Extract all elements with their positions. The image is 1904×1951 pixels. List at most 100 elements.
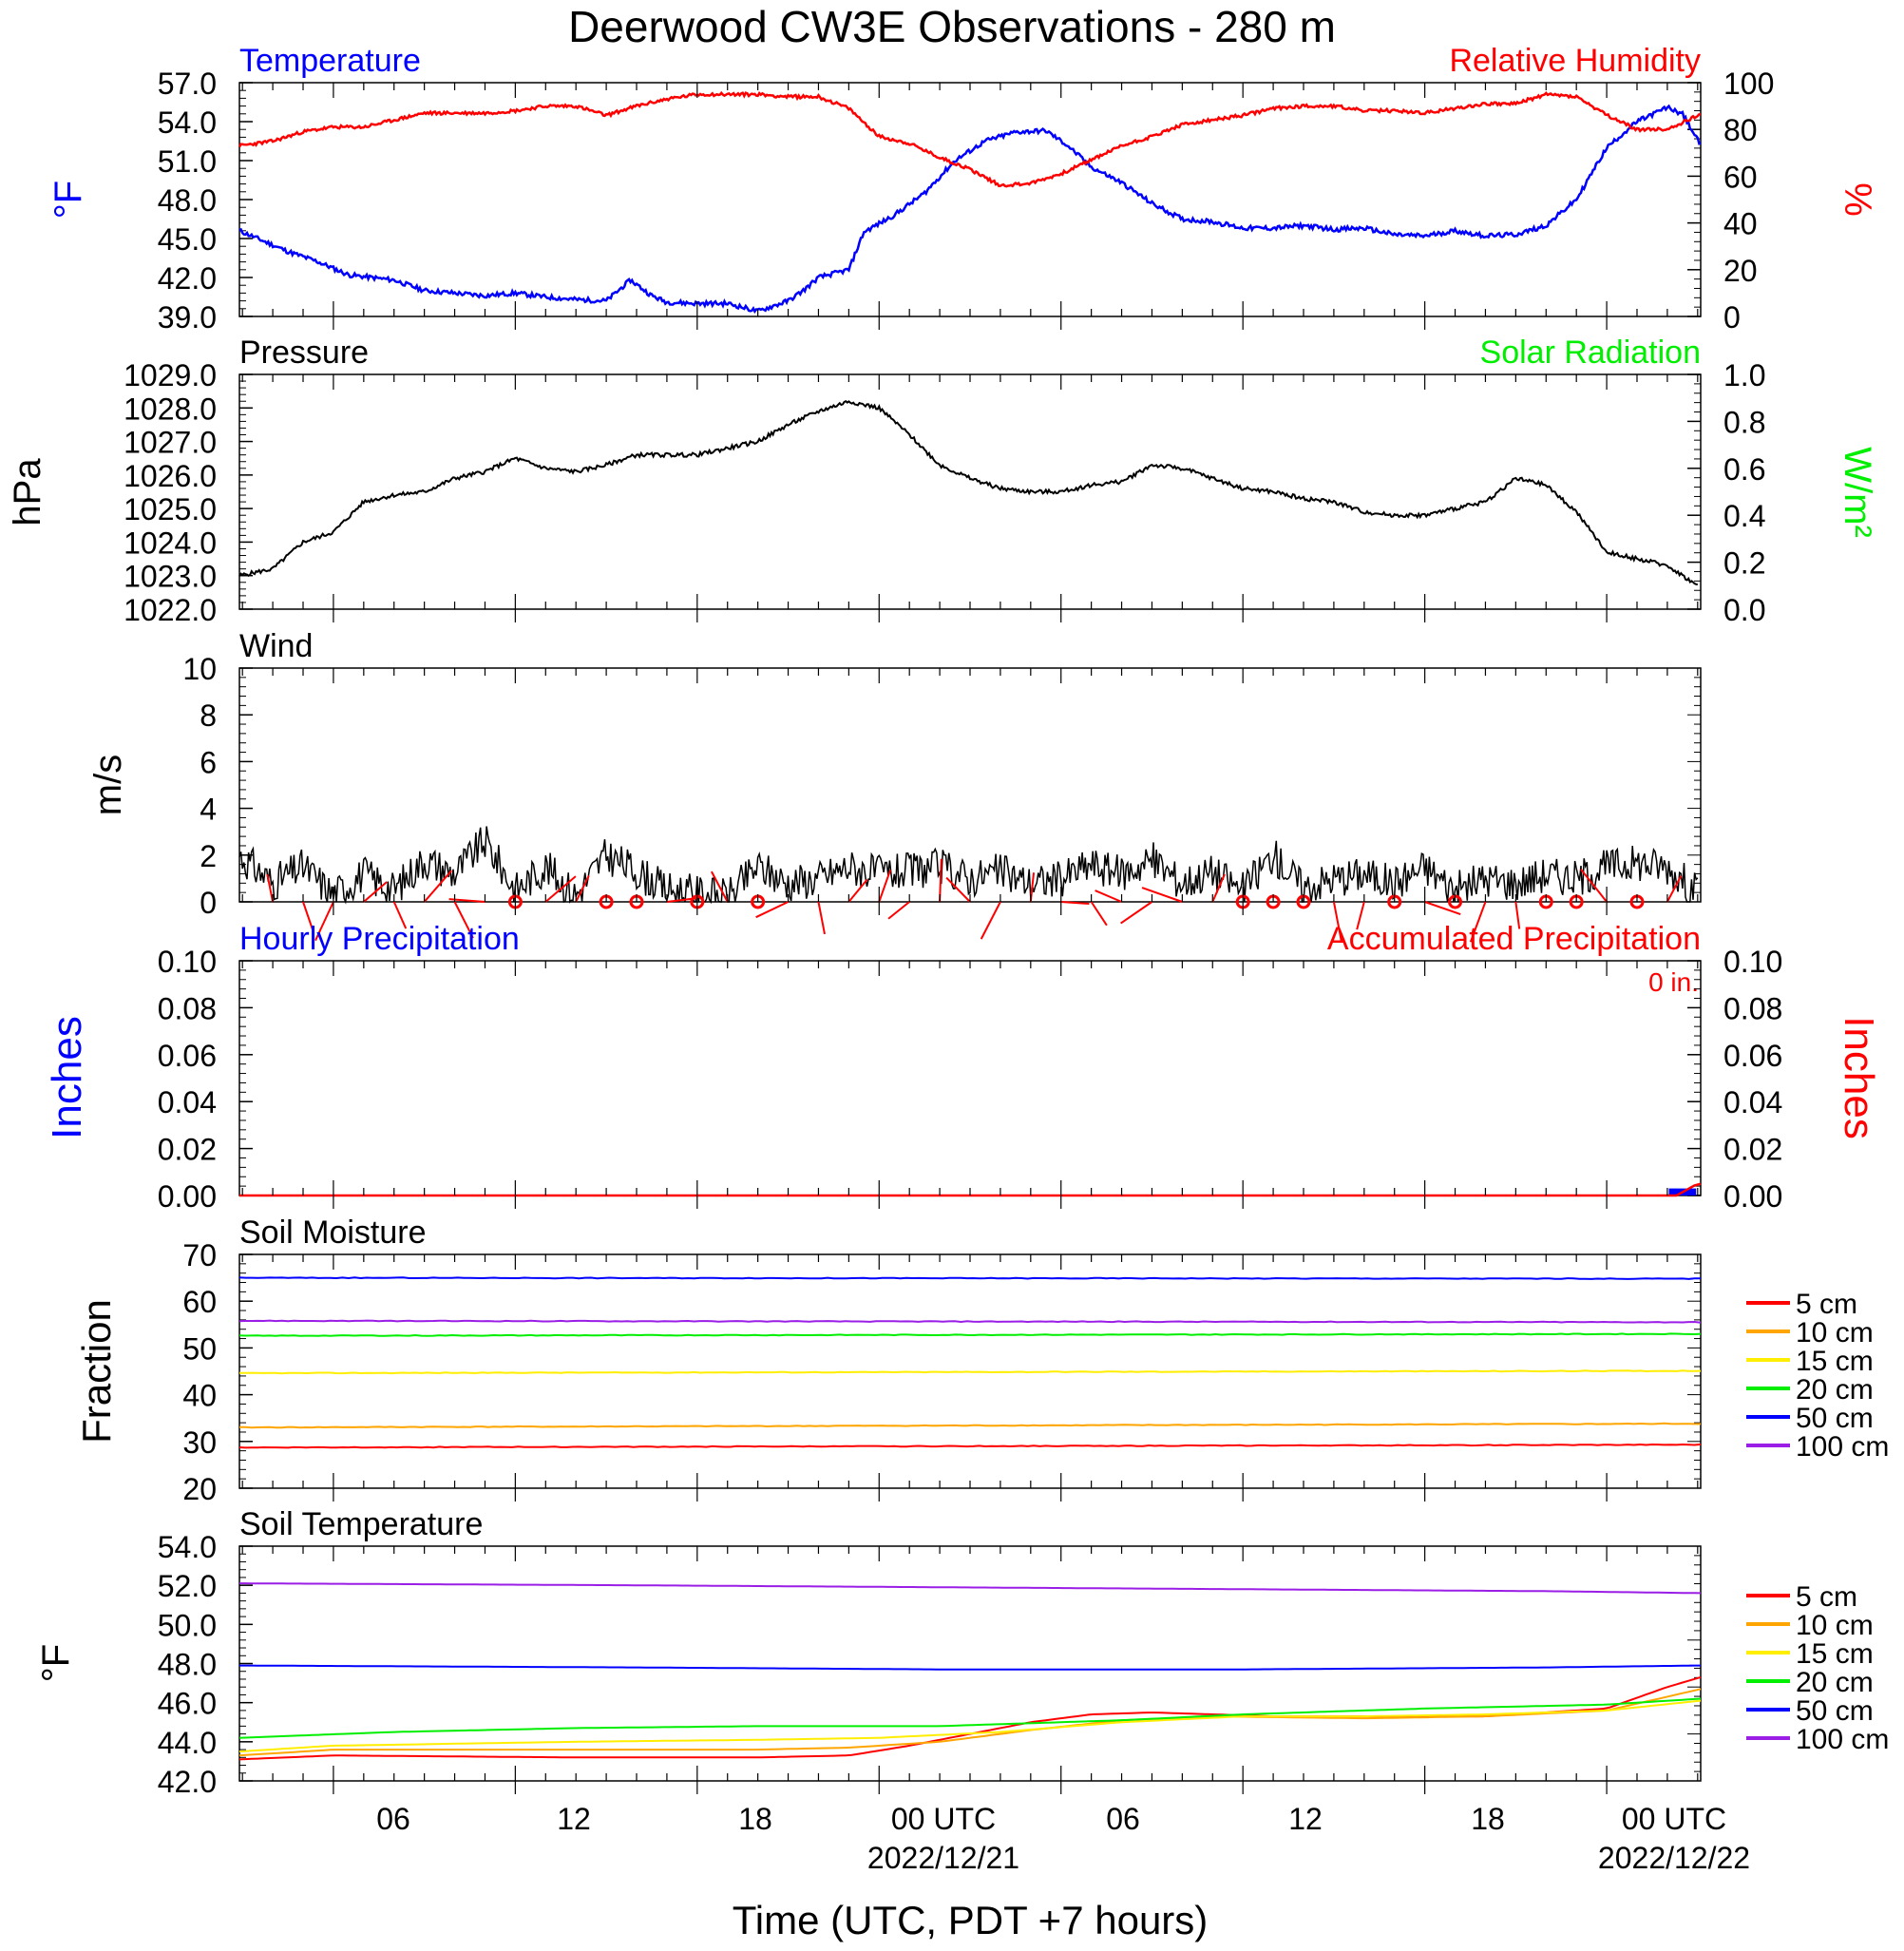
y-tick-label: 30	[182, 1425, 217, 1460]
solar-tick-labels: 1.0 0.8 0.6 0.4 0.2 0.0	[1687, 358, 1765, 627]
y-tick-label: 0.0	[1723, 593, 1765, 627]
legend-label: 100 cm	[1796, 1431, 1889, 1463]
wind-barb	[1095, 889, 1122, 903]
y-tick-label: 48.0	[158, 1648, 217, 1682]
y-tick-label: 54.0	[158, 105, 217, 140]
x-date-label: 2022/12/22	[1598, 1841, 1750, 1875]
panel-frame	[238, 1545, 1702, 1782]
accum-precip-tick-labels: 0.10 0.08 0.06 0.04 0.02 0.00	[1687, 945, 1782, 1214]
y-tick-label: 2	[200, 839, 217, 873]
humidity-unit-label: %	[1837, 182, 1878, 217]
wind-barb	[887, 901, 910, 920]
hourly-precip-tick-labels: 0.10 0.08 0.06 0.04 0.02 0.00	[158, 945, 253, 1214]
soil-temperature-line	[238, 1697, 1702, 1739]
y-tick-label: 0.08	[1723, 991, 1782, 1025]
wind-barb	[980, 901, 1001, 940]
wind-barb	[1469, 901, 1487, 943]
y-tick-label: 46.0	[158, 1687, 217, 1721]
x-tick-label: 06	[1106, 1802, 1140, 1836]
temperature-tick-labels: 57.0 54.0 51.0 48.0 45.0 42.0 39.0	[158, 67, 253, 335]
y-tick-label: 1027.0	[124, 426, 217, 460]
y-tick-label: 42.0	[158, 261, 217, 296]
wind-barb	[314, 901, 334, 942]
panel-frame	[238, 960, 1702, 1196]
wind-barb	[1424, 901, 1461, 915]
wind-barb	[1666, 875, 1683, 903]
y-tick-label: 0.00	[1723, 1179, 1782, 1214]
y-tick-label: 40	[1723, 207, 1758, 241]
y-tick-label: 0.10	[1723, 945, 1782, 979]
x-tick-label: 12	[557, 1802, 591, 1836]
soil-temperature-title: Soil Temperature	[239, 1506, 483, 1542]
wind-barb	[302, 901, 314, 932]
wind-barb	[453, 901, 474, 939]
y-tick-label: 0.2	[1723, 546, 1765, 581]
y-tick-label: 0.4	[1723, 499, 1765, 533]
soil-temperature-line	[238, 1675, 1702, 1761]
accum-precip-unit-label: Inches	[1836, 1016, 1882, 1139]
panel-frame	[238, 82, 1702, 317]
soil-moisture-title: Soil Moisture	[239, 1215, 427, 1251]
y-tick-label: 10	[182, 652, 217, 686]
legend-label: 100 cm	[1796, 1724, 1889, 1755]
y-tick-label: 0.00	[158, 1179, 217, 1214]
wind-barb	[392, 901, 408, 929]
wind-barb	[575, 875, 590, 903]
wind-barb	[755, 901, 789, 919]
y-tick-label: 100	[1723, 67, 1774, 101]
soil-moisture-lines	[238, 1253, 1702, 1489]
y-tick-label: 60	[182, 1285, 217, 1319]
y-tick-label: 0.06	[158, 1039, 217, 1073]
y-tick-label: 1026.0	[124, 459, 217, 493]
x-tick-label: 00 UTC	[891, 1802, 996, 1836]
y-tick-label: 45.0	[158, 222, 217, 257]
pressure-title: Pressure	[239, 335, 369, 371]
y-tick-label: 0.08	[158, 991, 217, 1025]
y-tick-label: 0	[200, 886, 217, 920]
y-tick-label: 40	[182, 1379, 217, 1413]
soil-temperature-line	[238, 1688, 1702, 1757]
y-tick-label: 4	[200, 793, 217, 827]
pressure-tick-labels: 1029.01028.01027.01026.01025.01024.01023…	[124, 358, 253, 627]
y-tick-label: 20	[1723, 254, 1758, 288]
solar-unit-label: W/m²	[1837, 447, 1878, 538]
y-tick-label: 1.0	[1723, 358, 1765, 392]
panel-soil-temperature: Soil Temperature °F 54.0 52.0 50.0 48.0 46.0…	[35, 1506, 1889, 1799]
soil-moisture-line	[239, 1369, 1702, 1375]
wind-barb	[1211, 873, 1226, 903]
soil-temperature-unit-label: °F	[35, 1644, 77, 1682]
temperature-unit-label: °F	[48, 181, 89, 219]
temperature-humidity-lines	[238, 90, 1702, 315]
wind-title: Wind	[239, 628, 313, 664]
legend-label: 10 cm	[1796, 1610, 1874, 1641]
x-axis-label: Time (UTC, PDT +7 hours)	[733, 1898, 1209, 1942]
wind-barb	[1356, 901, 1365, 930]
soil-temperature-line	[238, 1699, 1702, 1753]
y-tick-label: 1022.0	[124, 593, 217, 627]
soil-moisture-line	[238, 1332, 1702, 1337]
wind-barb	[1514, 901, 1521, 929]
y-tick-label: 54.0	[158, 1530, 217, 1564]
legend-label: 50 cm	[1796, 1695, 1874, 1727]
y-tick-label: 1028.0	[124, 392, 217, 426]
accum-precip-value: 0 in.	[1648, 967, 1699, 997]
legend-label: 5 cm	[1796, 1581, 1857, 1613]
wind-barb	[544, 875, 577, 903]
wind-tick-labels: 10 8 6 4 2 0	[182, 652, 253, 920]
y-tick-label: 0.04	[1723, 1085, 1782, 1119]
x-tick-label: 12	[1288, 1802, 1323, 1836]
wind-barb	[1060, 901, 1090, 906]
y-tick-label: 1024.0	[124, 526, 217, 560]
y-tick-label: 39.0	[158, 300, 217, 335]
soil-temperature-tick-labels: 54.0 52.0 50.0 48.0 46.0 44.0 42.0	[158, 1530, 253, 1799]
panel-temperature-humidity: Temperature Relative Humidity °F % 57.05…	[48, 43, 1878, 335]
wind-barb	[363, 881, 388, 903]
y-tick-label: 0.02	[158, 1133, 217, 1167]
pressure-unit-label: hPa	[7, 458, 48, 526]
temperature-title: Temperature	[239, 43, 421, 79]
y-tick-label: 57.0	[158, 67, 217, 101]
y-tick-label: 0.04	[158, 1085, 217, 1119]
wind-barb	[711, 870, 729, 903]
